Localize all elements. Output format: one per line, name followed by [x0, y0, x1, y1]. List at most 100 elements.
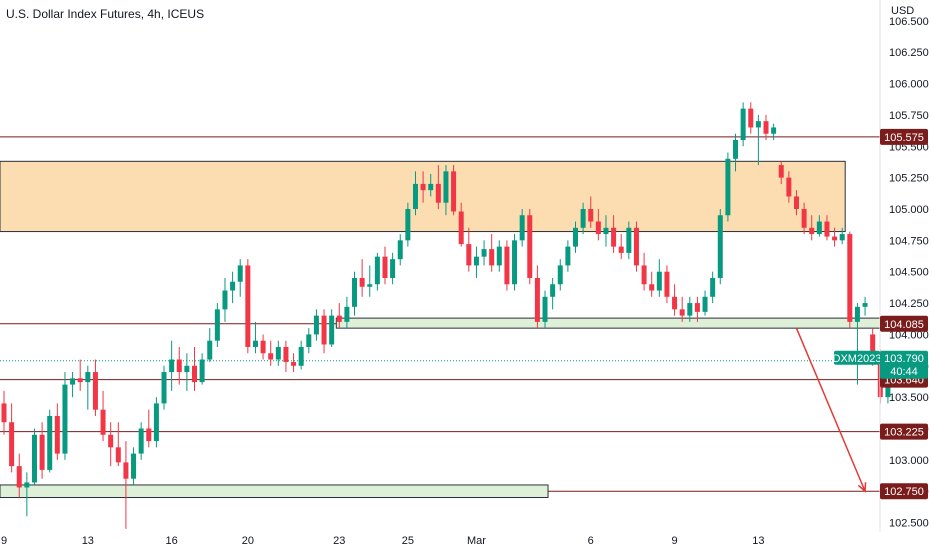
candle[interactable] [504, 240, 510, 291]
candle[interactable] [153, 397, 159, 448]
candle[interactable] [451, 165, 457, 216]
candle[interactable] [534, 265, 540, 329]
candle[interactable] [664, 265, 670, 304]
candle[interactable] [793, 190, 799, 216]
candle[interactable] [550, 277, 556, 310]
candle[interactable] [778, 161, 784, 184]
candle[interactable] [527, 208, 533, 285]
candle[interactable] [54, 403, 60, 460]
candle[interactable] [146, 409, 152, 448]
candle[interactable] [92, 359, 98, 416]
candle[interactable] [298, 340, 304, 370]
candle[interactable] [481, 240, 487, 266]
candle[interactable] [24, 472, 30, 517]
candle[interactable] [336, 303, 342, 329]
projection-line[interactable] [795, 327, 866, 492]
candle[interactable] [854, 303, 860, 385]
candle[interactable] [252, 321, 258, 354]
candle[interactable] [161, 365, 167, 410]
candle[interactable] [740, 102, 746, 147]
candle[interactable] [466, 227, 472, 272]
candle[interactable] [839, 227, 845, 245]
candle[interactable] [291, 353, 297, 373]
candle[interactable] [100, 390, 106, 442]
candle[interactable] [47, 409, 53, 473]
candle[interactable] [672, 284, 678, 316]
candle[interactable] [603, 215, 609, 247]
candle[interactable] [862, 296, 868, 316]
candle[interactable] [748, 102, 754, 134]
candle[interactable] [352, 271, 358, 316]
candle[interactable] [283, 340, 289, 373]
candle[interactable] [176, 346, 182, 385]
candle[interactable] [763, 114, 769, 140]
candle[interactable] [245, 259, 251, 354]
candle[interactable] [489, 234, 495, 272]
candle[interactable] [679, 296, 685, 322]
candle[interactable] [123, 441, 129, 529]
candle[interactable] [9, 403, 15, 473]
candle[interactable] [512, 234, 518, 291]
support-zone[interactable] [0, 484, 549, 499]
candle[interactable] [397, 234, 403, 266]
candle[interactable] [31, 428, 37, 485]
candle[interactable] [306, 328, 312, 354]
candle[interactable] [412, 171, 418, 216]
candle[interactable] [824, 215, 830, 241]
candle[interactable] [16, 453, 22, 498]
candle[interactable] [847, 231, 853, 329]
candle[interactable] [542, 290, 548, 329]
candle[interactable] [169, 340, 175, 391]
support-zone[interactable] [335, 317, 900, 329]
candle[interactable] [184, 353, 190, 391]
candle[interactable] [733, 133, 739, 172]
candle[interactable] [329, 309, 335, 347]
candle[interactable] [131, 447, 137, 485]
candle[interactable] [832, 227, 838, 247]
candle[interactable] [115, 422, 121, 467]
candle[interactable] [626, 221, 632, 260]
candle[interactable] [222, 277, 228, 322]
candle[interactable] [420, 171, 426, 203]
candle[interactable] [580, 202, 586, 235]
candle[interactable] [633, 221, 639, 272]
candle[interactable] [237, 259, 243, 297]
candle[interactable] [702, 290, 708, 316]
candle[interactable] [199, 353, 205, 385]
candle[interactable] [458, 202, 464, 247]
candle[interactable] [313, 309, 319, 341]
candle[interactable] [694, 296, 700, 322]
candle[interactable] [588, 196, 594, 228]
candle[interactable] [428, 173, 434, 197]
candle[interactable] [374, 252, 380, 291]
candle[interactable] [519, 208, 525, 247]
candle[interactable] [138, 422, 144, 460]
candle[interactable] [687, 296, 693, 322]
candle[interactable] [108, 422, 114, 467]
candle[interactable] [710, 271, 716, 304]
candle[interactable] [816, 215, 822, 237]
candle[interactable] [656, 259, 662, 297]
candle[interactable] [473, 246, 479, 278]
candle[interactable] [382, 246, 388, 285]
candle[interactable] [443, 165, 449, 216]
candle[interactable] [801, 202, 807, 235]
candle[interactable] [809, 215, 815, 241]
candle[interactable] [359, 259, 365, 297]
candle[interactable] [611, 215, 617, 253]
candle[interactable] [260, 334, 266, 360]
candle[interactable] [39, 422, 45, 479]
candle[interactable] [595, 208, 601, 241]
candle[interactable] [85, 365, 91, 410]
candle[interactable] [275, 340, 281, 366]
candle[interactable] [755, 114, 761, 166]
candle[interactable] [786, 171, 792, 203]
candle[interactable] [725, 152, 731, 222]
candle[interactable] [192, 346, 197, 391]
candle[interactable] [649, 271, 655, 297]
candle[interactable] [77, 359, 83, 391]
candle[interactable] [565, 240, 571, 272]
candle[interactable] [321, 309, 327, 354]
candle[interactable] [641, 252, 647, 291]
